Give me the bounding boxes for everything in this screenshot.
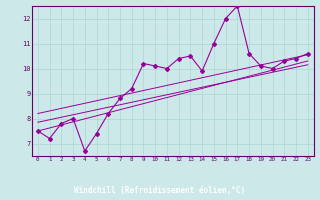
Text: Windchill (Refroidissement éolien,°C): Windchill (Refroidissement éolien,°C) <box>75 186 245 196</box>
